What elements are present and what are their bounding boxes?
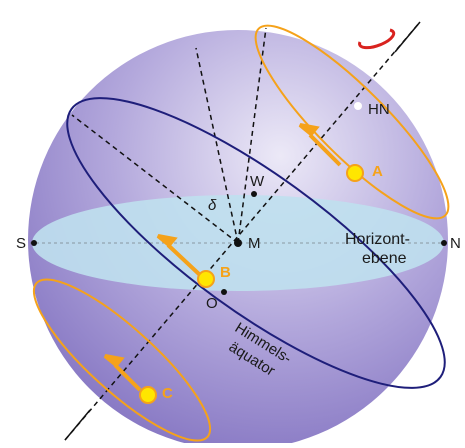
label: M [248,235,261,252]
point [251,191,257,197]
axis-end [65,410,90,440]
point [221,289,227,295]
label: Horizont- [345,231,410,248]
sun [347,165,363,181]
label: HN [368,101,390,118]
label: C [162,385,173,402]
label: δ [208,197,217,214]
sun [140,387,156,403]
label: ebene [362,250,407,267]
label: O [206,295,218,312]
label: S [16,235,26,252]
label: A [372,163,383,180]
point [31,240,37,246]
celestial-sphere-diagram: HN A W δ S M Horizont- ebene N B O Himme… [0,0,465,443]
axis-end [395,22,420,52]
rotation-arrow [360,30,394,48]
sun [198,271,214,287]
label: N [450,235,461,252]
label: B [220,264,231,281]
point [354,102,362,110]
point [441,240,447,246]
point [234,239,242,247]
label: W [250,173,265,190]
